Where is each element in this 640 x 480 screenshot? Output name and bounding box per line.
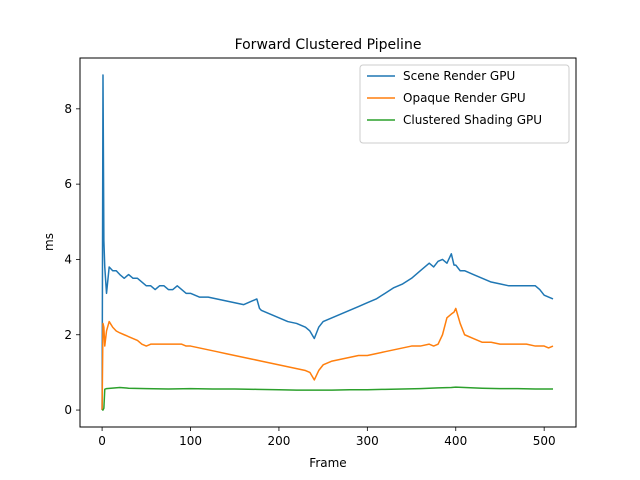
x-tick-label: 200 <box>267 434 290 448</box>
series-line-1 <box>101 307 554 411</box>
x-tick-label: 300 <box>356 434 379 448</box>
x-tick-label: 0 <box>98 434 106 448</box>
legend-entry-0: Scene Render GPU <box>403 69 515 83</box>
y-tick-label: 0 <box>64 403 72 417</box>
legend-entry-2: Clustered Shading GPU <box>403 113 542 127</box>
series-line-0 <box>101 74 554 411</box>
plot-frame <box>79 57 577 428</box>
legend-entry-1: Opaque Render GPU <box>403 91 526 105</box>
y-axis-label: ms <box>42 233 56 251</box>
y-axis: 0 2 4 6 8 <box>64 102 80 417</box>
y-tick-label: 8 <box>64 102 72 116</box>
series-line-2 <box>102 386 554 411</box>
y-tick-label: 2 <box>64 328 72 342</box>
x-tick-label: 400 <box>444 434 467 448</box>
legend-box <box>359 64 570 144</box>
x-tick-label: 100 <box>179 434 202 448</box>
y-tick-label: 4 <box>64 252 72 266</box>
legend: Scene Render GPU Opaque Render GPU Cluster… <box>359 64 570 144</box>
x-axis-label: Frame <box>309 456 346 470</box>
y-tick-label: 6 <box>64 177 72 191</box>
series-layer <box>101 74 554 411</box>
chart-title: Forward Clustered Pipeline <box>235 37 422 53</box>
x-axis: 0 100 200 300 400 500 <box>98 427 556 448</box>
x-tick-label: 500 <box>533 434 556 448</box>
